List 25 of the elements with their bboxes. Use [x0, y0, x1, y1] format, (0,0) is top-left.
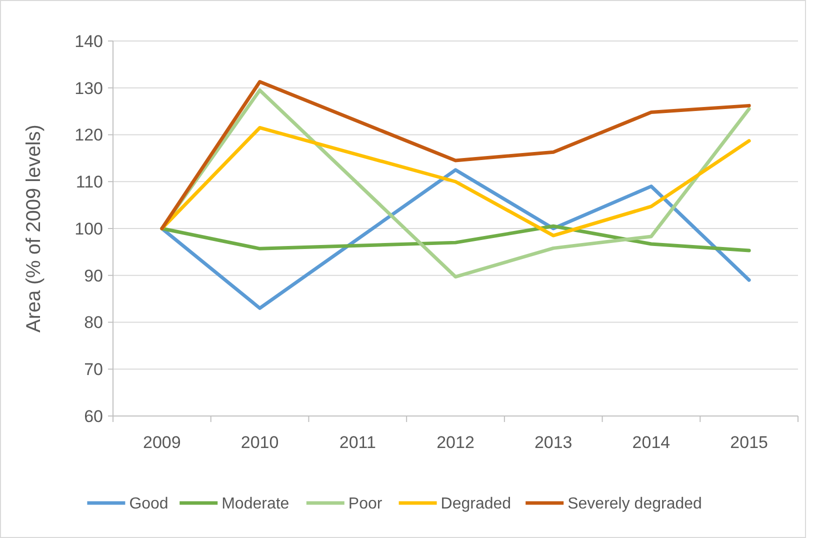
x-tick-label: 2010 [240, 433, 279, 452]
line-series [160, 168, 751, 310]
y-tick-label: 60 [84, 406, 103, 426]
legend-label: Degraded [440, 496, 512, 513]
legend-label: Poor [348, 496, 383, 513]
x-tick-label: 2014 [632, 433, 670, 452]
x-tick-label: 2012 [436, 433, 474, 452]
line-series [160, 80, 751, 230]
x-tick-label: 2011 [339, 433, 376, 452]
legend-label: Moderate [222, 496, 290, 513]
y-tick-label: 100 [74, 219, 103, 238]
y-axis-title: Area (% of 2009 levels) [23, 124, 45, 332]
legend-label: Good [129, 496, 168, 513]
line-series [160, 224, 751, 252]
x-tick-label: 2009 [143, 433, 181, 452]
y-tick-label: 90 [84, 266, 103, 286]
x-tick-label: 2015 [730, 433, 768, 452]
y-tick-label: 130 [74, 78, 103, 98]
y-tick-label: 110 [76, 172, 103, 192]
y-tick-label: 140 [74, 32, 103, 51]
y-tick-label: 120 [74, 126, 103, 145]
x-tick-label: 2013 [534, 433, 572, 452]
y-tick-label: 80 [84, 313, 103, 332]
y-tick-label: 70 [84, 360, 103, 380]
legend-label: Severely degraded [568, 496, 702, 513]
